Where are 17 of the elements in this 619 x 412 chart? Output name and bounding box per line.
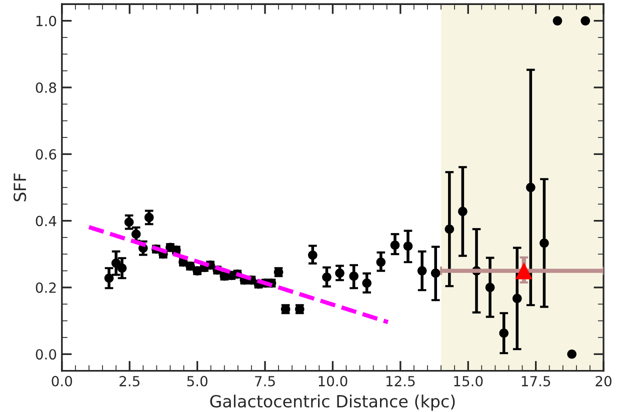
y-tick-label: 0.4 [36,216,56,226]
y-tick-label: 0.6 [36,149,56,160]
x-tick-label: 10.0 [318,376,348,386]
x-tick-label: 15.0 [454,376,483,386]
x-tick-label: 20 [596,376,612,386]
x-axis-title: Galactocentric Distance (kpc) [210,394,455,411]
y-tick-label: 0.2 [36,282,56,293]
y-axis-title: SFF [14,174,26,202]
x-tick-label: 12.5 [386,376,415,386]
x-tick-label: 17.5 [522,376,550,386]
x-tick-label: 5.0 [187,376,208,386]
y-tick-label: 1.0 [36,16,56,26]
x-tick-label: 7.5 [255,376,275,386]
x-tick-label: 0.0 [52,376,72,386]
y-tick-label: 0.8 [36,82,56,93]
y-tick-label: 0.0 [36,349,56,360]
x-tick-label: 2.5 [120,376,140,386]
